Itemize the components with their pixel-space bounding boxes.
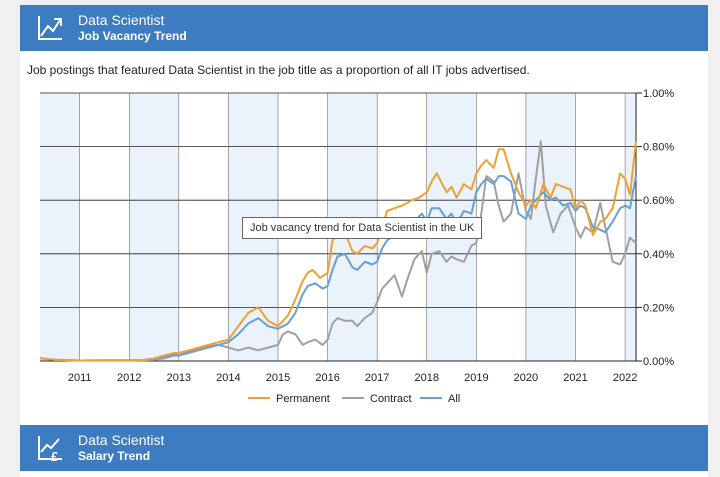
salary-trend-header[interactable]: £ Data Scientist Salary Trend: [20, 425, 708, 471]
pound-chart-icon: £: [38, 436, 62, 464]
y-tick-label: 0.20%: [643, 302, 674, 314]
x-tick-label: 2017: [365, 372, 389, 384]
legend-label: All: [448, 393, 460, 405]
x-tick-label: 2018: [415, 372, 439, 384]
x-tick-label: 2016: [315, 372, 339, 384]
x-tick-label: 2013: [167, 372, 191, 384]
panel-subtitle: Job Vacancy Trend: [78, 29, 187, 43]
panel-title: Data Scientist: [78, 12, 165, 28]
vacancy-trend-chart: 0.00% 0.20% 0.40% 0.60% 0.80% 1.00% 2011 2012 20…: [39, 88, 674, 405]
trend-chart-icon: [38, 16, 62, 40]
y-tick-label: 0.80%: [643, 142, 674, 154]
year-band: [129, 93, 179, 361]
year-band: [625, 93, 636, 361]
y-tick-label: 0.40%: [643, 249, 674, 261]
salary-panel-subtitle: Salary Trend: [78, 449, 151, 463]
x-tick-label: 2020: [514, 372, 538, 384]
chart-tooltip: Job vacancy trend for Data Scientist in …: [242, 217, 483, 239]
chart-description: Job postings that featured Data Scientis…: [27, 63, 530, 77]
legend-label: Contract: [370, 393, 412, 405]
x-tick-label: 2012: [117, 372, 141, 384]
year-band: [40, 93, 80, 361]
x-tick-label: 2011: [68, 372, 92, 384]
series-line-permanent: [39, 141, 637, 362]
x-tick-label: 2015: [266, 372, 290, 384]
svg-text:£: £: [51, 449, 59, 464]
legend-label: Permanent: [276, 393, 330, 405]
salary-panel-title: Data Scientist: [78, 432, 165, 448]
y-tick-label: 0.00%: [643, 356, 674, 368]
x-tick-label: 2021: [563, 372, 587, 384]
x-tick-label: 2019: [464, 372, 488, 384]
panel-header: Data Scientist Job Vacancy Trend: [20, 5, 708, 51]
x-tick-label: 2022: [613, 372, 637, 384]
x-tick-label: 2014: [216, 372, 240, 384]
y-tick-label: 0.60%: [643, 195, 674, 207]
y-tick-label: 1.00%: [643, 88, 674, 100]
job-vacancy-panel: Data Scientist Job Vacancy Trend Job pos…: [20, 5, 708, 477]
